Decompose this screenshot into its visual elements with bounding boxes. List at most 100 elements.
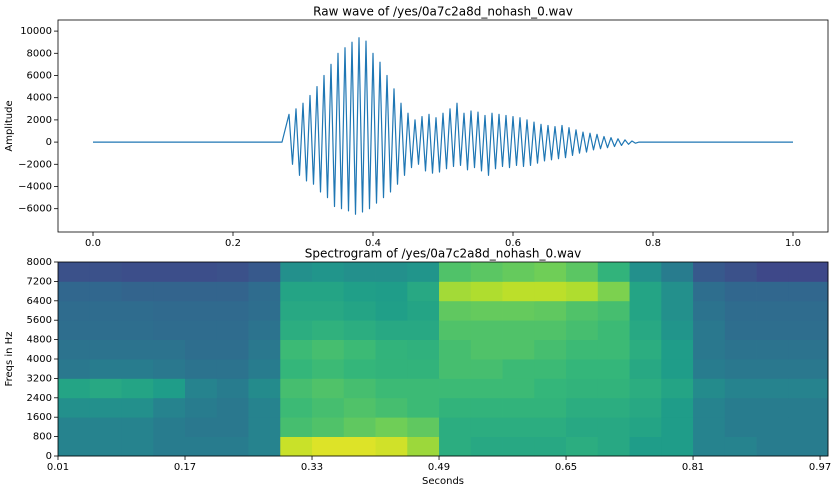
- waveform-line: [93, 37, 793, 215]
- spectrogram-cell: [502, 397, 535, 418]
- x-tick-label: 0.8: [645, 238, 661, 249]
- spectrogram-cell: [439, 417, 472, 437]
- spectrogram-cell: [439, 262, 472, 282]
- spectrogram-cell: [153, 300, 186, 321]
- spectrogram-cell: [629, 300, 662, 321]
- x-tick-label: 0.65: [555, 462, 577, 473]
- spectrogram-cell: [566, 436, 599, 457]
- spectrogram-cell: [58, 262, 91, 282]
- spectrogram-cell: [185, 320, 218, 340]
- spectrogram-cell: [629, 262, 662, 282]
- y-tick-label: 2000: [27, 115, 52, 126]
- spectrogram-cell: [216, 262, 249, 282]
- spectrogram-cell: [534, 262, 567, 282]
- spectrogram-cell: [185, 300, 218, 321]
- spectrogram-cell: [470, 262, 503, 282]
- spectrogram-cell: [756, 378, 789, 399]
- spectrogram-cell: [788, 417, 829, 437]
- spectrogram-cell: [185, 417, 218, 437]
- spectrogram-cell: [58, 378, 91, 399]
- spectrogram-cell: [756, 281, 789, 302]
- spectrogram-cell: [121, 320, 154, 340]
- spectrogram-cell: [185, 378, 218, 399]
- spectrogram-cell: [89, 397, 122, 418]
- spectrogram-cell: [216, 417, 249, 437]
- spectrogram-cell: [121, 397, 154, 418]
- y-tick-label: 4000: [27, 93, 52, 104]
- spectrogram-cell: [597, 436, 630, 457]
- x-tick-label: 0.97: [809, 462, 831, 473]
- spectrogram-cell: [375, 339, 408, 360]
- spectrogram-cell: [216, 397, 249, 418]
- y-tick-label: 800: [33, 432, 52, 443]
- spectrogram-cell: [502, 378, 535, 399]
- spectrogram-cell: [693, 436, 726, 457]
- spectrogram-cell: [121, 300, 154, 321]
- spectrogram-cell: [566, 417, 599, 437]
- spectrogram-cell: [629, 417, 662, 437]
- y-tick-label: 6000: [27, 70, 52, 81]
- spectrogram-cell: [788, 359, 829, 379]
- spectrogram-cell: [121, 378, 154, 399]
- spectrogram-cell: [597, 262, 630, 282]
- spectrogram-cell: [312, 397, 345, 418]
- spectrogram-cell: [89, 339, 122, 360]
- x-tick-label: 1.0: [785, 238, 801, 249]
- chart-title: Spectrogram of /yes/0a7c2a8d_nohash_0.wa…: [305, 247, 582, 261]
- spectrogram-cell: [375, 262, 408, 282]
- spectrogram-cell: [216, 339, 249, 360]
- y-tick-label: 6400: [27, 296, 52, 307]
- spectrogram-cell: [534, 300, 567, 321]
- spectrogram-cell: [534, 397, 567, 418]
- spectrogram-cell: [534, 417, 567, 437]
- spectrogram-cell: [566, 300, 599, 321]
- spectrogram-cell: [89, 281, 122, 302]
- spectrogram-cell: [407, 339, 440, 360]
- spectrogram-cell: [788, 262, 829, 282]
- spectrogram-cell: [312, 417, 345, 437]
- axes-frame: [57, 19, 829, 233]
- spectrogram-cell: [693, 300, 726, 321]
- spectrogram-cell: [502, 436, 535, 457]
- spectrogram-cell: [185, 262, 218, 282]
- spectrogram-cell: [343, 300, 376, 321]
- spectrogram-cell: [248, 339, 281, 360]
- spectrogram-cell: [439, 359, 472, 379]
- spectrogram-cell: [312, 378, 345, 399]
- x-tick-label: 0.2: [225, 238, 241, 249]
- spectrogram-cell: [756, 262, 789, 282]
- y-tick-label: −2000: [18, 159, 52, 170]
- spectrogram-cell: [756, 436, 789, 457]
- spectrogram-cell: [439, 339, 472, 360]
- spectrogram-cell: [216, 378, 249, 399]
- spectrogram-cell: [280, 262, 313, 282]
- spectrogram-cell: [693, 378, 726, 399]
- spectrogram-cell: [534, 378, 567, 399]
- spectrogram-cell: [566, 281, 599, 302]
- spectrogram-cell: [153, 359, 186, 379]
- spectrogram-cell: [597, 378, 630, 399]
- spectrogram-cell: [58, 359, 91, 379]
- spectrogram-cell: [58, 281, 91, 302]
- spectrogram-cell: [661, 281, 694, 302]
- spectrogram-cell: [724, 436, 757, 457]
- y-axis-label: Freqs in Hz: [4, 332, 15, 387]
- spectrogram-cell: [439, 300, 472, 321]
- spectrogram-cell: [724, 320, 757, 340]
- spectrogram-cell: [343, 320, 376, 340]
- y-tick-label: 1600: [27, 412, 52, 423]
- spectrogram-cell: [89, 320, 122, 340]
- spectrogram-cell: [280, 397, 313, 418]
- spectrogram-cell: [502, 320, 535, 340]
- spectrogram-cell: [629, 359, 662, 379]
- spectrogram-cell: [312, 436, 345, 457]
- spectrogram-cell: [312, 359, 345, 379]
- spectrogram-cell: [788, 281, 829, 302]
- spectrogram-cell: [185, 359, 218, 379]
- spectrogram-cell: [121, 417, 154, 437]
- spectrogram-cell: [248, 417, 281, 437]
- y-tick-label: 5600: [27, 315, 52, 326]
- spectrogram-cell: [58, 436, 91, 457]
- spectrogram-cell: [280, 339, 313, 360]
- spectrogram-cell: [280, 436, 313, 457]
